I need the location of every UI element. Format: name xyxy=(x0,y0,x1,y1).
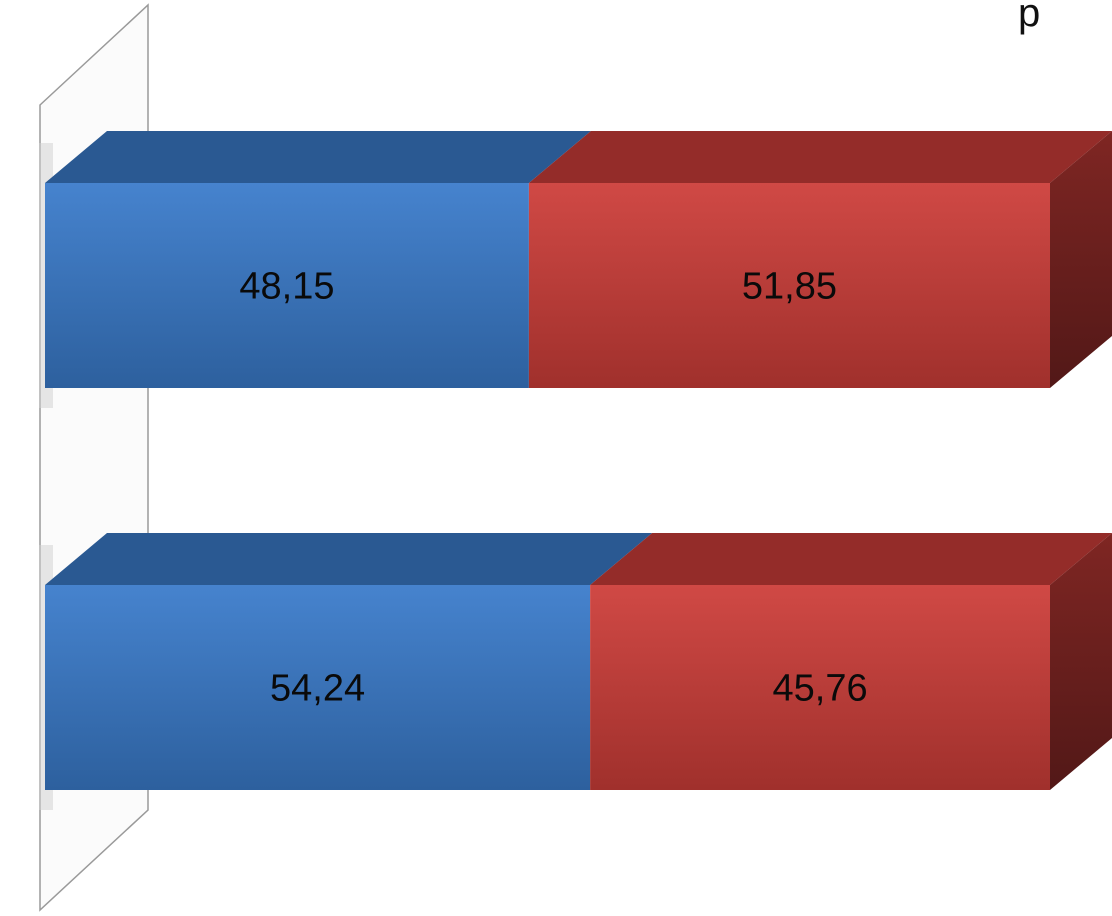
bar-segment xyxy=(528,183,1050,388)
bar-side-face xyxy=(1050,131,1112,388)
bar-segment xyxy=(45,585,591,790)
bar-segment-top xyxy=(45,131,591,183)
bar-data-label: 51,85 xyxy=(742,266,837,308)
bar-segment xyxy=(45,183,529,388)
bar-side-face xyxy=(1050,533,1112,790)
corner-text: р xyxy=(1018,0,1040,35)
bar-data-label: 45,76 xyxy=(773,668,868,710)
bar-group: 48,15 51,85 54,24 45,76 xyxy=(39,131,1112,810)
bar-segment-top xyxy=(45,533,653,585)
bar-data-label: 48,15 xyxy=(239,266,334,308)
bar-segment-top xyxy=(590,533,1112,585)
bar-data-label: 54,24 xyxy=(270,668,365,710)
bar-segment xyxy=(590,585,1050,790)
bar-segment-top xyxy=(528,131,1112,183)
